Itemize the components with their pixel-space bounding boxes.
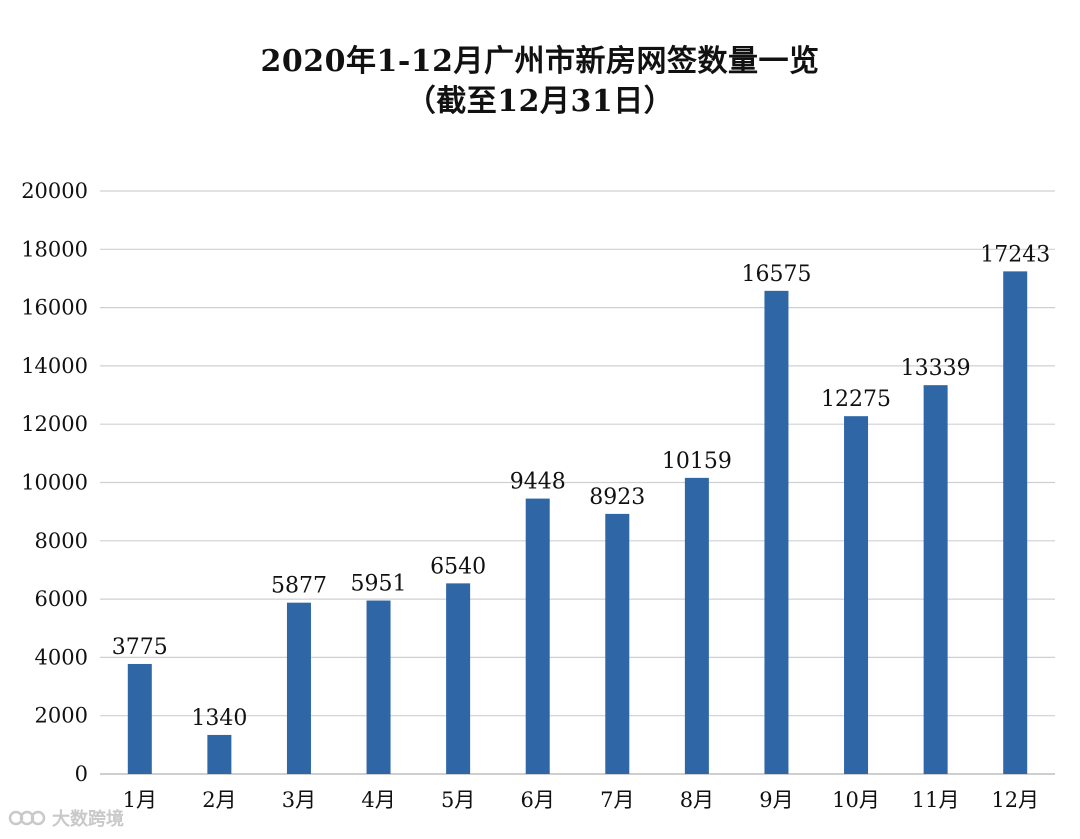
chart-title-block: 2020年1-12月广州市新房网签数量一览 （截至12月31日）	[0, 42, 1080, 122]
x-category-label: 11月	[912, 788, 960, 812]
data-label: 5877	[271, 574, 327, 599]
data-label: 6540	[430, 554, 486, 579]
data-label: 3775	[112, 635, 168, 660]
data-label: 1340	[191, 706, 247, 731]
data-label: 17243	[980, 242, 1050, 267]
y-tick-label: 18000	[21, 237, 88, 261]
bar	[366, 600, 391, 774]
bars	[127, 271, 1028, 774]
bar	[446, 583, 471, 774]
y-axis-tick-labels: 0 2000 4000 6000 8000 10000 12000 14000 16000 180…	[21, 179, 88, 786]
y-tick-label: 2000	[35, 704, 88, 728]
bar	[207, 734, 232, 774]
bar	[605, 513, 630, 774]
bar	[525, 498, 550, 774]
x-category-label: 10月	[832, 788, 880, 812]
chart-subtitle: （截至12月31日）	[405, 84, 675, 119]
x-category-label: 6月	[521, 788, 555, 812]
x-category-label: 8月	[680, 788, 714, 812]
y-tick-label: 6000	[35, 587, 88, 611]
y-tick-label: 14000	[21, 354, 88, 378]
y-tick-label: 8000	[35, 529, 88, 553]
bar	[844, 416, 869, 774]
bar	[1003, 271, 1028, 774]
x-category-label: 5月	[441, 788, 475, 812]
watermark: 大数跨境	[8, 805, 124, 831]
y-tick-label: 16000	[21, 296, 88, 320]
bar	[684, 477, 709, 774]
y-tick-label: 4000	[35, 645, 88, 669]
data-label: 8923	[589, 485, 645, 510]
data-labels: 3775 1340 5877 5951 6540 9448 8923 10159 16575 12…	[112, 242, 1050, 731]
data-label: 9448	[510, 470, 566, 495]
gridlines	[100, 190, 1055, 775]
data-label: 13339	[901, 356, 971, 381]
logo-mark-icon	[8, 810, 46, 826]
x-category-label: 3月	[282, 788, 316, 812]
x-category-label: 1月	[123, 788, 157, 812]
y-tick-label: 12000	[21, 412, 88, 436]
bar	[286, 602, 311, 774]
data-label: 12275	[821, 387, 891, 412]
data-label: 16575	[741, 262, 811, 287]
x-axis-category-labels: 1月 2月 3月 4月 5月 6月 7月 8月 9月 10月 11月 12月	[123, 788, 1039, 812]
x-category-label: 2月	[202, 788, 236, 812]
x-category-label: 4月	[361, 788, 395, 812]
data-label: 10159	[662, 449, 732, 474]
x-category-label: 9月	[759, 788, 793, 812]
bar	[923, 385, 948, 774]
bar	[764, 290, 789, 774]
chart-title: 2020年1-12月广州市新房网签数量一览	[260, 44, 820, 79]
y-tick-label: 0	[75, 762, 88, 786]
x-category-label: 12月	[991, 788, 1039, 812]
y-tick-label: 10000	[21, 471, 88, 495]
data-label: 5951	[351, 572, 407, 597]
bar	[127, 663, 152, 774]
watermark-text: 大数跨境	[52, 809, 124, 830]
y-tick-label: 20000	[21, 179, 88, 203]
x-category-label: 7月	[600, 788, 634, 812]
